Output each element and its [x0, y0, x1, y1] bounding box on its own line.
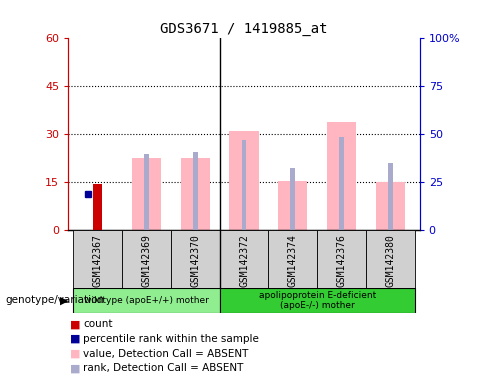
- Text: rank, Detection Call = ABSENT: rank, Detection Call = ABSENT: [83, 363, 244, 373]
- Bar: [171, 230, 220, 290]
- Bar: [132, 158, 161, 230]
- Text: apolipoprotein E-deficient
(apoE-/-) mother: apolipoprotein E-deficient (apoE-/-) mot…: [259, 291, 376, 310]
- Bar: [93, 184, 102, 230]
- Bar: [327, 122, 356, 230]
- Text: GSM142374: GSM142374: [288, 234, 298, 286]
- Text: wildtype (apoE+/+) mother: wildtype (apoE+/+) mother: [84, 296, 209, 305]
- Text: ■: ■: [70, 349, 81, 359]
- Text: GSM142380: GSM142380: [386, 234, 395, 286]
- Text: ■: ■: [70, 319, 81, 329]
- Text: count: count: [83, 319, 112, 329]
- Bar: [388, 163, 393, 230]
- Text: GSM142370: GSM142370: [190, 234, 200, 286]
- Bar: [220, 288, 415, 313]
- Bar: [268, 230, 317, 290]
- Bar: [376, 182, 405, 230]
- Text: ■: ■: [70, 363, 81, 373]
- Text: ■: ■: [70, 334, 81, 344]
- Text: percentile rank within the sample: percentile rank within the sample: [83, 334, 259, 344]
- Text: GSM142369: GSM142369: [142, 234, 151, 286]
- Bar: [317, 230, 366, 290]
- Bar: [144, 154, 149, 230]
- Bar: [278, 181, 307, 230]
- Title: GDS3671 / 1419885_at: GDS3671 / 1419885_at: [160, 22, 328, 36]
- Text: GSM142372: GSM142372: [239, 234, 249, 286]
- Text: genotype/variation: genotype/variation: [5, 295, 104, 306]
- Bar: [290, 168, 295, 230]
- Bar: [339, 137, 344, 230]
- Bar: [366, 230, 415, 290]
- Bar: [242, 140, 246, 230]
- Bar: [73, 288, 220, 313]
- Bar: [73, 230, 122, 290]
- Text: GSM142367: GSM142367: [93, 234, 102, 286]
- Text: value, Detection Call = ABSENT: value, Detection Call = ABSENT: [83, 349, 248, 359]
- Bar: [220, 230, 268, 290]
- Bar: [181, 158, 210, 230]
- Bar: [122, 230, 171, 290]
- Bar: [229, 131, 259, 230]
- Text: ▶: ▶: [60, 295, 68, 306]
- Bar: [193, 152, 198, 230]
- Text: GSM142376: GSM142376: [337, 234, 346, 286]
